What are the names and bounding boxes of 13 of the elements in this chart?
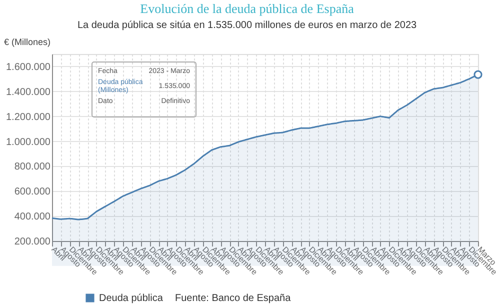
y-axis-title: € (Millones) xyxy=(4,37,51,47)
legend-label: Deuda pública xyxy=(99,293,164,304)
source-note: Fuente: Banco de España xyxy=(175,293,292,304)
y-tick-label: 1.600.000 xyxy=(6,62,51,73)
y-tick-label: 1.200.000 xyxy=(6,112,51,123)
chart-subtitle: La deuda pública se sitúa en 1.535.000 millones de euros en marzo de 2023 xyxy=(77,20,417,31)
y-tick-label: 600.000 xyxy=(14,186,51,198)
y-tick-label: 800.000 xyxy=(14,162,51,173)
chart-title: Evolución de la deuda pública de España xyxy=(140,1,354,16)
y-tick-label: 1.400.000 xyxy=(6,86,51,98)
y-tick-label: 1.000.000 xyxy=(6,136,51,148)
y-tick-label: 200.000 xyxy=(14,236,51,248)
y-tick-label: 400.000 xyxy=(14,212,51,223)
